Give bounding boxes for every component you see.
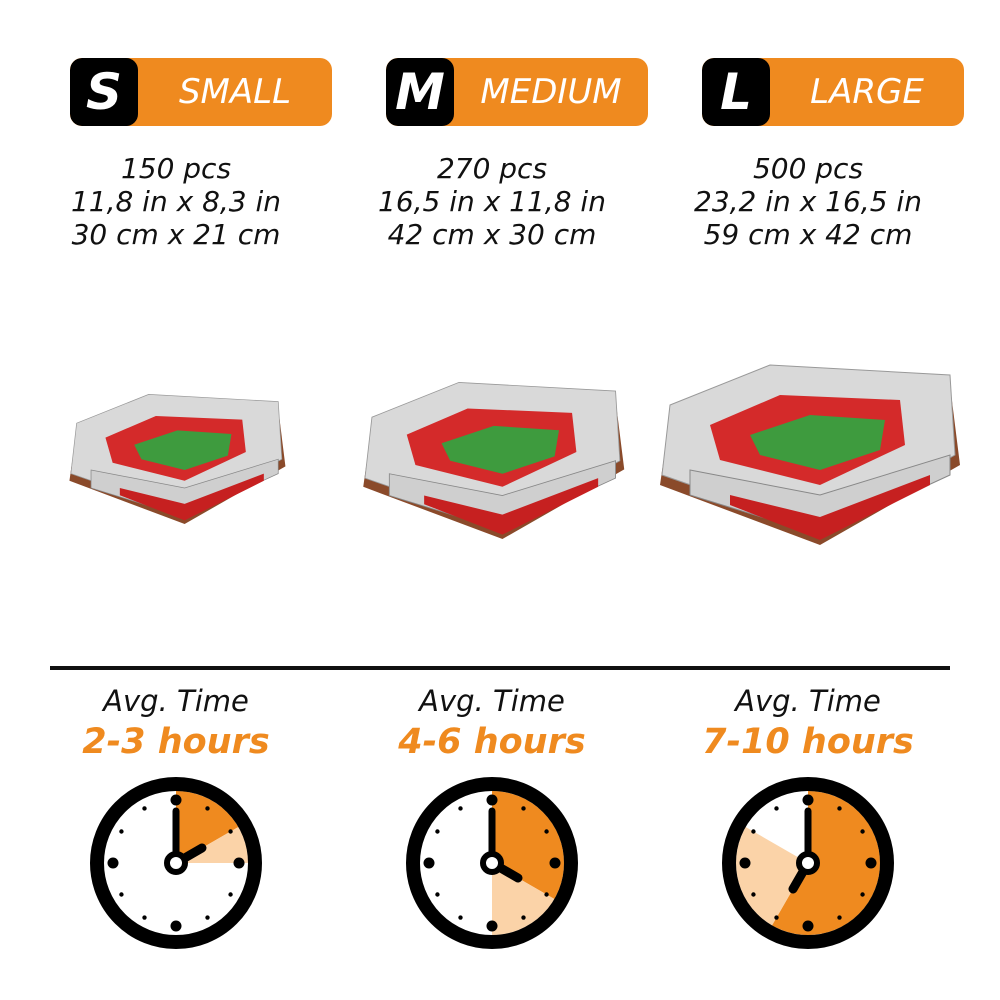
clock-tick [458,806,463,811]
clock-center [164,851,188,875]
stadium-main-stand [388,460,616,531]
clock-tick [142,915,147,920]
clock-tick [423,857,435,869]
clock-tick [521,806,526,811]
clock-tick [170,794,182,806]
dimensions-cm: 30 cm x 21 cm [71,218,281,251]
dimensions-cm: 42 cm x 30 cm [387,218,597,251]
avg-time-value: 2-3 hours [82,722,270,762]
clock-tick [205,806,210,811]
dimensions-inches: 11,8 in x 8,3 in [70,185,282,218]
clock-tick [233,857,245,869]
avg-time-label: Avg. Time [103,684,249,718]
stadium-main-stand [689,454,951,536]
clock-center [480,851,504,875]
clock-tick [802,794,814,806]
clock-tick [228,829,233,834]
clock-elapsed-sector [176,791,239,863]
clock-range-sector [492,863,555,935]
size-letter: M [386,58,454,126]
avg-time-value: 4-6 hours [398,722,586,762]
stadium-drawing [69,394,286,524]
divider-line [50,666,950,670]
clock-tick [860,892,865,897]
clock-tick [802,920,814,932]
clock-range-sector [736,827,808,926]
size-specs: 270 pcs 16,5 in x 11,8 in 42 cm x 30 cm [334,152,650,251]
clock-tick [837,915,842,920]
clock-tick [521,915,526,920]
clock-tick [544,892,549,897]
size-badge: L LARGE [702,58,964,126]
stadium-model-image [363,381,625,539]
piece-count: 270 pcs [436,152,548,185]
clock-rim [90,777,262,949]
clock-tick [486,794,498,806]
clock-icon [722,777,894,949]
stadium-pitch [441,425,559,474]
clock-icon [406,777,578,949]
stadium-model-image [69,394,286,524]
stadium-pitch [750,415,885,470]
clock-tick [435,829,440,834]
clock-rim [406,777,578,949]
size-name: SMALL [178,72,292,112]
clock-tick [486,920,498,932]
size-badge: S SMALL [70,58,332,126]
clock-tick [860,829,865,834]
piece-count: 150 pcs [120,152,232,185]
clock-tick [458,915,463,920]
clock-tick [435,892,440,897]
clock-tick [837,806,842,811]
clock-tick [549,857,561,869]
avg-time-label: Avg. Time [735,684,881,718]
clock-elapsed-sector [772,791,880,935]
clock-tick [774,806,779,811]
avg-time-value: 7-10 hours [702,722,914,762]
size-letter: S [70,58,138,126]
size-name: LARGE [810,72,924,112]
piece-count: 500 pcs [752,152,864,185]
clock-tick [142,806,147,811]
clock-tick [739,857,751,869]
dimensions-inches: 16,5 in x 11,8 in [378,185,606,218]
stadium-main-stand [90,458,279,518]
size-specs: 150 pcs 11,8 in x 8,3 in 30 cm x 21 cm [18,152,334,251]
size-column: M MEDIUM 270 pcs 16,5 in x 11,8 in 42 cm… [334,0,650,1000]
dimensions-cm: 59 cm x 42 cm [703,218,913,251]
clock-tick [544,829,549,834]
clock-tick [751,829,756,834]
clock-icon [90,777,262,949]
clock-tick [170,920,182,932]
size-name: MEDIUM [480,72,622,112]
clock-center [796,851,820,875]
stadium-drawing [363,381,625,539]
clock-tick [119,829,124,834]
size-column: L LARGE 500 pcs 23,2 in x 16,5 in 59 cm … [650,0,966,1000]
clock-tick [751,892,756,897]
clock-tick [107,857,119,869]
stadium-model-image [660,364,960,545]
clock-tick [205,915,210,920]
stadium-drawing [660,364,960,545]
stadium-red-trim [119,473,264,521]
size-column: S SMALL 150 pcs 11,8 in x 8,3 in 30 cm x… [18,0,334,1000]
stadium-red-trim [424,478,599,535]
size-letter: L [702,58,770,126]
size-specs: 500 pcs 23,2 in x 16,5 in 59 cm x 42 cm [650,152,966,251]
clock-tick [774,915,779,920]
clock-rim [722,777,894,949]
clock-tick [119,892,124,897]
stadium-red-trim [730,475,930,540]
size-badge: M MEDIUM [386,58,648,126]
dimensions-inches: 23,2 in x 16,5 in [694,185,922,218]
stadium-pitch [134,430,232,470]
clock-tick [865,857,877,869]
clock-tick [228,892,233,897]
avg-time-label: Avg. Time [419,684,565,718]
